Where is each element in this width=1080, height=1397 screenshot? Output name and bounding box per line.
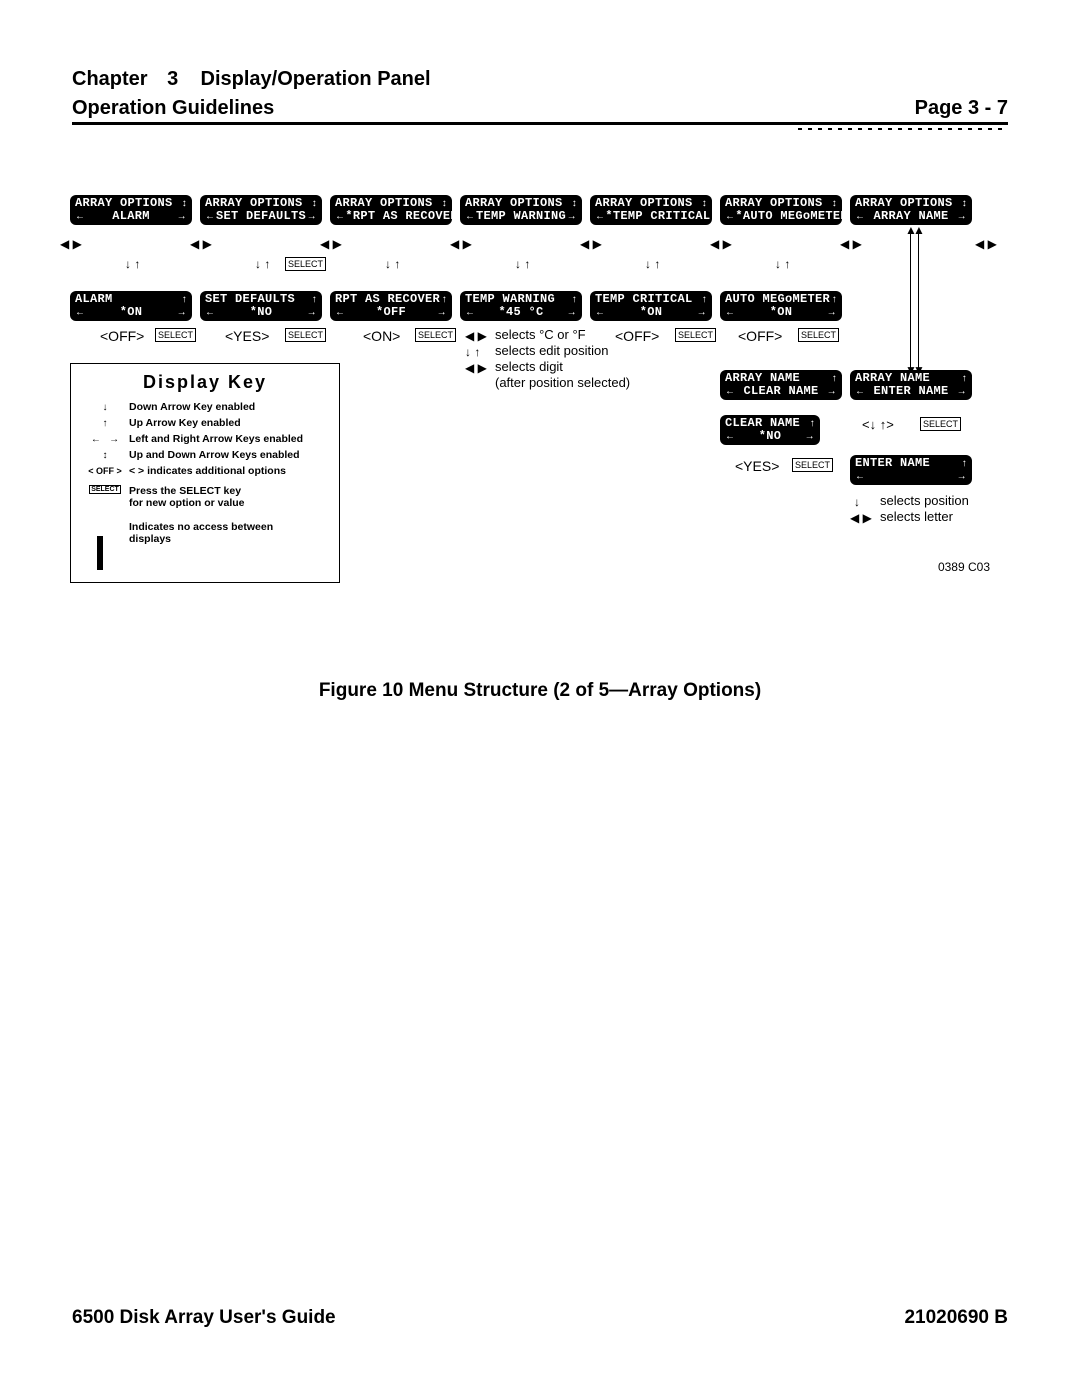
- select-button[interactable]: SELECT: [920, 417, 961, 431]
- display-key-title: Display Key: [71, 364, 339, 399]
- footer-docnum: 21020690 B: [904, 1307, 1008, 1329]
- entername-note-b: selects letter: [880, 509, 953, 524]
- lcd-mid-3: RPT AS RECOVER↑←*OFF→: [330, 291, 452, 321]
- select-button[interactable]: SELECT: [155, 328, 196, 342]
- select-button[interactable]: SELECT: [792, 458, 833, 472]
- option-yes: <YES>: [225, 328, 269, 344]
- ud-nav-icon: ↓ ↑: [125, 257, 140, 271]
- option-off: <OFF>: [738, 328, 782, 344]
- ud-nav-icon: ↓ ↑: [465, 345, 480, 359]
- figure-caption: Figure 10 Menu Structure (2 of 5—Array O…: [0, 680, 1080, 702]
- lcd-top-5: ARRAY OPTIONS↕←*TEMP CRITICAL→: [590, 195, 712, 225]
- ud-nav-icon: ↓ ↑: [385, 257, 400, 271]
- select-button[interactable]: SELECT: [675, 328, 716, 342]
- ud-nav-icon: ↓ ↑: [255, 257, 270, 271]
- arrow-down-icon: ↓: [85, 402, 125, 413]
- legend-row: ← →Left and Right Arrow Keys enabled: [71, 431, 339, 447]
- legend-row: ↕Up and Down Arrow Keys enabled: [71, 447, 339, 463]
- page-number: Page 3 - 7: [915, 97, 1008, 120]
- lcd-top-4: ARRAY OPTIONS↕←TEMP WARNING→: [460, 195, 582, 225]
- chapter-number: 3: [167, 68, 178, 90]
- legend-row: ↓Down Arrow Key enabled: [71, 399, 339, 415]
- legend-row: Indicates no access between displays: [71, 511, 339, 547]
- header-dots: [798, 128, 1008, 129]
- option-yes: <YES>: [735, 458, 779, 474]
- legend-row: ↑Up Arrow Key enabled: [71, 415, 339, 431]
- select-button[interactable]: SELECT: [798, 328, 839, 342]
- option-off: <OFF>: [615, 328, 659, 344]
- connector-line: [910, 229, 911, 369]
- lr-nav-icon: ◀ ▶: [840, 237, 862, 251]
- arrowhead-up-icon: ▲: [913, 223, 925, 237]
- legend-row: SELECTPress the SELECT key for new optio…: [71, 479, 339, 511]
- entername-note-a: selects position: [880, 493, 969, 508]
- temp-note-b: selects edit position: [495, 343, 608, 358]
- angle-brackets-icon: < OFF >: [85, 466, 125, 476]
- lcd-mid-1: ALARM↑←*ON→: [70, 291, 192, 321]
- lcd-mid-2: SET DEFAULTS↑←*NO→: [200, 291, 322, 321]
- lr-nav-icon: ◀ ▶: [190, 237, 212, 251]
- menu-structure-figure: ARRAY OPTIONS↕←ALARM→ ARRAY OPTIONS↕←SET…: [70, 195, 1010, 625]
- select-button[interactable]: SELECT: [285, 328, 326, 342]
- select-button[interactable]: SELECT: [415, 328, 456, 342]
- ud-nav-icon: ↓ ↑: [775, 257, 790, 271]
- option-off: <OFF>: [100, 328, 144, 344]
- arrow-up-icon: ↑: [85, 418, 125, 429]
- legend-row: < OFF >< > indicates additional options: [71, 463, 339, 479]
- lcd-entername: ENTER NAME↑← →: [850, 455, 972, 485]
- lr-nav-icon: ◀ ▶: [465, 329, 487, 343]
- lr-nav-icon: ◀ ▶: [580, 237, 602, 251]
- lcd-mid-6: AUTO MEGoMETER↑←*ON→: [720, 291, 842, 321]
- lcd-top-7: ARRAY OPTIONS↕←ARRAY NAME→: [850, 195, 972, 225]
- lr-nav-icon: ◀ ▶: [710, 237, 732, 251]
- page-footer: 6500 Disk Array User's Guide 21020690 B: [72, 1307, 1008, 1329]
- lr-nav-icon: ◀ ▶: [320, 237, 342, 251]
- lr-arrow-icon: ← →: [85, 434, 125, 445]
- lcd-top-2: ARRAY OPTIONS↕←SET DEFAULTS→: [200, 195, 322, 225]
- section-title: Operation Guidelines: [72, 97, 274, 120]
- chapter-prefix: Chapter: [72, 68, 148, 90]
- lr-nav-icon: ◀ ▶: [60, 237, 82, 251]
- ud-nav-icon: ↓ ↑: [645, 257, 660, 271]
- lcd-clearname-no: CLEAR NAME↑←*NO→: [720, 415, 820, 445]
- page-header: Chapter 3 Display/Operation Panel Operat…: [72, 68, 1008, 125]
- lcd-mid-5: TEMP CRITICAL↑←*ON→: [590, 291, 712, 321]
- no-access-bar-icon: [97, 536, 103, 570]
- lcd-mid-4: TEMP WARNING↑←*45 °C→: [460, 291, 582, 321]
- connector-line: [918, 229, 919, 369]
- option-on: <ON>: [363, 328, 400, 344]
- lcd-top-3: ARRAY OPTIONS↕←*RPT AS RECOVER*→: [330, 195, 452, 225]
- lr-nav-icon: ◀ ▶: [450, 237, 472, 251]
- lcd-arrayname-clear: ARRAY NAME↑←CLEAR NAME→: [720, 370, 842, 400]
- temp-note-d: (after position selected): [495, 375, 630, 390]
- document-code: 0389 C03: [938, 560, 990, 574]
- ud-arrow-icon: ↕: [85, 450, 125, 461]
- lr-nav-icon: ◀ ▶: [850, 511, 872, 525]
- lr-nav-icon: ◀ ▶: [975, 237, 997, 251]
- select-button[interactable]: SELECT: [285, 257, 326, 271]
- display-key-legend: Display Key ↓Down Arrow Key enabled ↑Up …: [70, 363, 340, 583]
- chapter-title: Display/Operation Panel: [201, 68, 431, 90]
- footer-title: 6500 Disk Array User's Guide: [72, 1307, 336, 1329]
- arrow-down-icon: ↓: [854, 495, 860, 509]
- hint-arrows: <↓ ↑>: [862, 417, 894, 432]
- ud-nav-icon: ↓ ↑: [515, 257, 530, 271]
- lcd-top-6: ARRAY OPTIONS↕←*AUTO MEGoMETER*→: [720, 195, 842, 225]
- temp-note-c: selects digit: [495, 359, 563, 374]
- lr-nav-icon: ◀ ▶: [465, 361, 487, 375]
- lcd-arrayname-enter: ARRAY NAME↑←ENTER NAME→: [850, 370, 972, 400]
- temp-note-a: selects °C or °F: [495, 327, 586, 342]
- lcd-top-1: ARRAY OPTIONS↕←ALARM→: [70, 195, 192, 225]
- chapter-line: Chapter 3 Display/Operation Panel: [72, 68, 1008, 91]
